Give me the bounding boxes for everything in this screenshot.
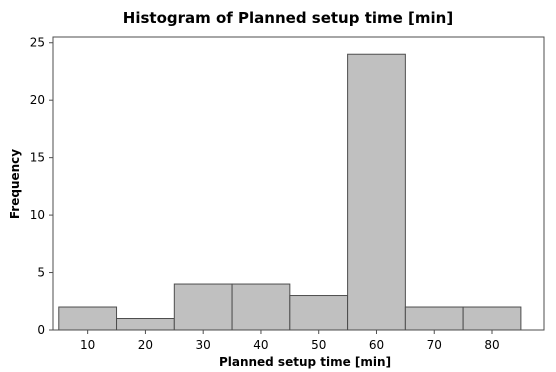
x-tick-label: 60 [369, 338, 384, 352]
y-axis-ticks: 0 5 10 15 20 25 [30, 36, 53, 337]
x-tick-label: 30 [196, 338, 211, 352]
bars-group [58, 53, 522, 331]
y-tick-label: 10 [30, 208, 45, 222]
y-tick-label: 5 [37, 266, 45, 280]
plot-frame [52, 36, 545, 331]
x-tick-label: 40 [253, 338, 268, 352]
x-axis-ticks: 10 20 30 40 50 60 70 80 [80, 330, 500, 352]
x-tick-label: 80 [484, 338, 499, 352]
histogram-bar [58, 306, 118, 331]
histogram-bar [462, 306, 522, 331]
x-axis-label: Planned setup time [min] [219, 355, 391, 369]
histogram-bar [347, 53, 406, 331]
histogram-bar [404, 306, 464, 331]
histogram-bar [289, 295, 349, 331]
chart-title: Histogram of Planned setup time [min] [123, 9, 453, 27]
y-tick-label: 0 [37, 323, 45, 337]
y-tick-label: 25 [30, 36, 45, 50]
x-tick-label: 20 [138, 338, 153, 352]
histogram-bar [116, 318, 175, 331]
histogram-bar [173, 283, 233, 331]
y-tick-label: 20 [30, 93, 45, 107]
x-tick-label: 50 [311, 338, 326, 352]
x-tick-label: 70 [427, 338, 442, 352]
histogram-bar [231, 283, 291, 331]
y-tick-label: 15 [30, 151, 45, 165]
y-axis-label: Frequency [8, 149, 22, 219]
x-tick-label: 10 [80, 338, 95, 352]
